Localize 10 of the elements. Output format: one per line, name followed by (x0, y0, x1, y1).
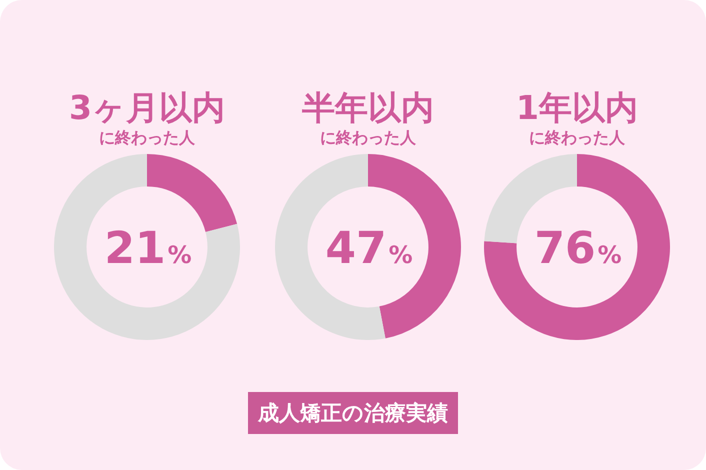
chart-title: 1年以内 (515, 88, 639, 128)
text: 76% (534, 223, 622, 274)
text: 成人矯正の治療実績 (248, 392, 458, 434)
chart-subtitle: に終わった人 (98, 128, 196, 148)
chart-subtitle: に終わった人 (319, 128, 417, 148)
chart-title: 半年以内 (301, 88, 435, 128)
chart-title: 3ヶ月以内 (68, 88, 226, 128)
text: 21% (104, 223, 192, 274)
text: 47% (325, 223, 413, 274)
chart-subtitle: に終わった人 (528, 128, 626, 148)
